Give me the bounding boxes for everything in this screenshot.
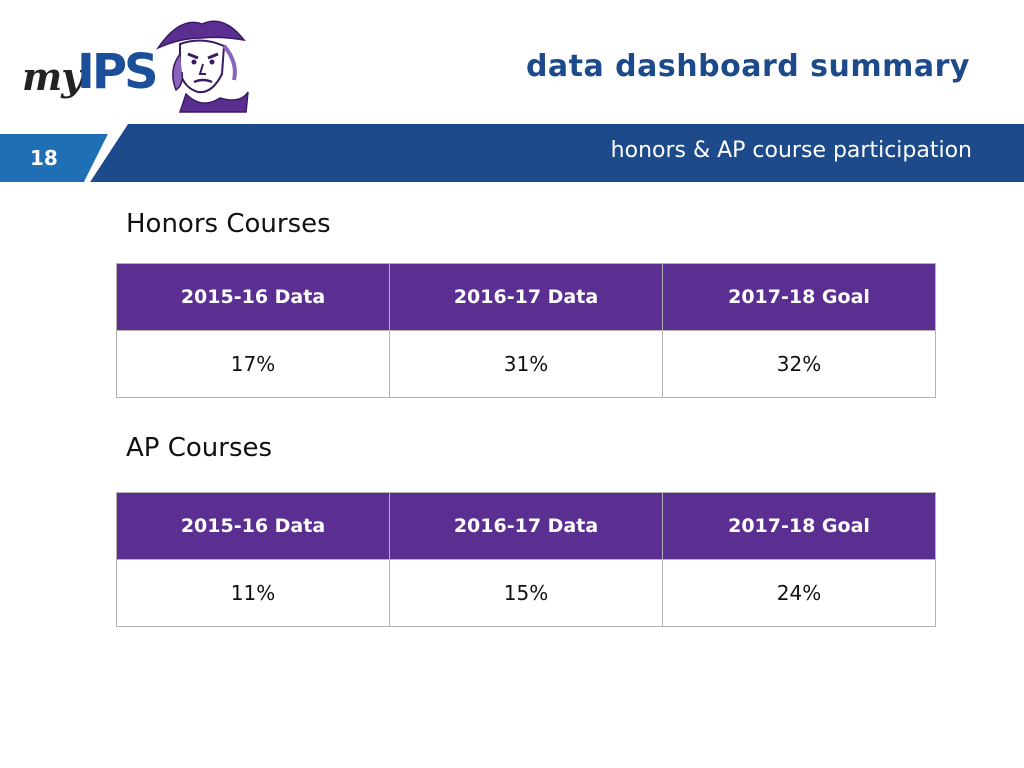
column-header: 2016-17 Data bbox=[389, 263, 663, 331]
table-header-row: 2015-16 Data 2016-17 Data 2017-18 Goal bbox=[116, 492, 936, 560]
ap-courses-heading: AP Courses bbox=[126, 433, 273, 463]
column-header: 2016-17 Data bbox=[389, 492, 663, 560]
myips-logo: my IPS bbox=[22, 14, 252, 114]
section-banner bbox=[0, 124, 1024, 182]
honors-courses-table: 2015-16 Data 2016-17 Data 2017-18 Goal 1… bbox=[116, 263, 936, 398]
table-cell: 17% bbox=[116, 330, 390, 398]
logo-my-text: my bbox=[22, 54, 83, 99]
column-header: 2017-18 Goal bbox=[662, 263, 936, 331]
table-cell: 11% bbox=[116, 559, 390, 627]
ap-courses-table: 2015-16 Data 2016-17 Data 2017-18 Goal 1… bbox=[116, 492, 936, 627]
patriot-mascot-icon bbox=[155, 20, 249, 113]
column-header: 2017-18 Goal bbox=[662, 492, 936, 560]
table-row: 17% 31% 32% bbox=[116, 330, 936, 398]
section-subtitle: honors & AP course participation bbox=[610, 138, 972, 163]
page-number: 18 bbox=[30, 146, 58, 170]
table-cell: 31% bbox=[389, 330, 663, 398]
table-row: 11% 15% 24% bbox=[116, 559, 936, 627]
honors-courses-heading: Honors Courses bbox=[126, 209, 331, 239]
column-header: 2015-16 Data bbox=[116, 263, 390, 331]
page-title: data dashboard summary bbox=[525, 49, 970, 84]
table-cell: 15% bbox=[389, 559, 663, 627]
column-header: 2015-16 Data bbox=[116, 492, 390, 560]
table-cell: 24% bbox=[662, 559, 936, 627]
table-cell: 32% bbox=[662, 330, 936, 398]
logo-ips-text: IPS bbox=[77, 44, 159, 100]
table-header-row: 2015-16 Data 2016-17 Data 2017-18 Goal bbox=[116, 263, 936, 331]
banner-shape bbox=[0, 124, 1024, 182]
